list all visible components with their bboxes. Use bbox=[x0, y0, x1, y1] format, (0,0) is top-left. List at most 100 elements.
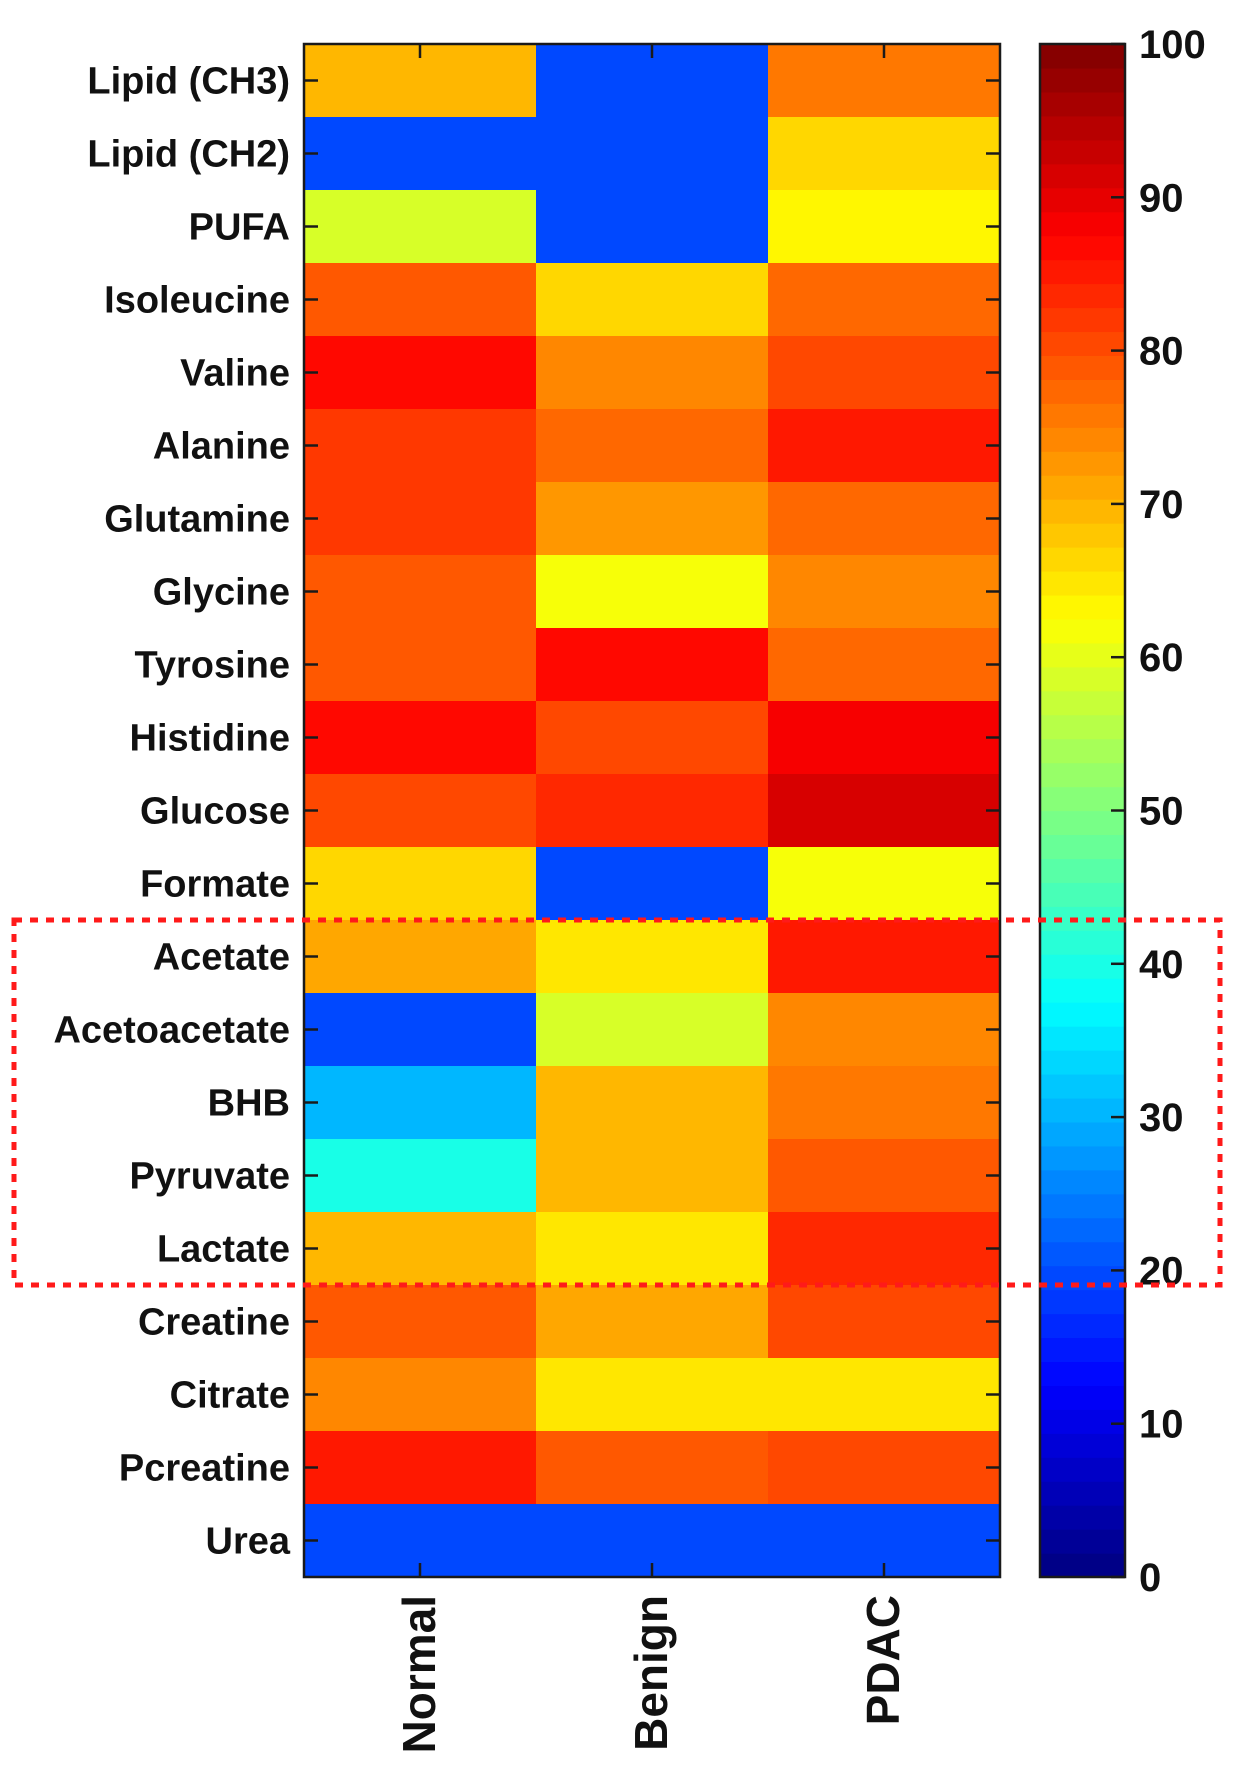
colorbar-segment bbox=[1040, 1313, 1125, 1339]
colorbar-segment bbox=[1040, 1433, 1125, 1458]
colorbar-segment bbox=[1040, 1169, 1125, 1195]
colorbar-segment bbox=[1040, 1193, 1125, 1219]
colorbar-segment bbox=[1040, 834, 1125, 859]
colorbar-segment bbox=[1040, 499, 1125, 524]
cell-isoleucine-benign bbox=[536, 263, 769, 337]
colorbar-tick-label: 30 bbox=[1139, 1096, 1184, 1140]
row-label-lipid-ch2: Lipid (CH2) bbox=[87, 134, 290, 176]
cell-acetate-normal bbox=[304, 920, 537, 994]
colorbar-segment bbox=[1040, 307, 1125, 333]
row-label-acetoacetate: Acetoacetate bbox=[53, 1010, 290, 1052]
cell-tyrosine-benign bbox=[536, 628, 769, 702]
row-label-urea: Urea bbox=[206, 1521, 291, 1563]
row-label-pufa: PUFA bbox=[189, 207, 290, 249]
colorbar-tick-label: 0 bbox=[1139, 1556, 1161, 1600]
cell-pyruvate-pdac bbox=[768, 1139, 1001, 1213]
tick-marks bbox=[304, 42, 1125, 1579]
cell-lactate-normal bbox=[304, 1212, 537, 1286]
cell-tyrosine-normal bbox=[304, 628, 537, 702]
cell-acetoacetate-pdac bbox=[768, 993, 1001, 1067]
colorbar-segment bbox=[1040, 666, 1125, 692]
colorbar-segment bbox=[1040, 882, 1125, 907]
row-label-citrate: Citrate bbox=[170, 1375, 290, 1417]
colorbar-segment bbox=[1040, 1145, 1125, 1171]
colorbar-segment bbox=[1040, 1289, 1125, 1315]
cell-glucose-pdac bbox=[768, 774, 1001, 848]
colorbar-segment bbox=[1040, 1337, 1125, 1363]
cell-lipid-ch2-normal bbox=[304, 117, 537, 191]
colorbar-segment bbox=[1040, 690, 1125, 716]
colorbar-segment bbox=[1040, 1026, 1125, 1051]
colorbar-segment bbox=[1040, 1121, 1125, 1147]
row-label-isoleucine: Isoleucine bbox=[104, 280, 290, 322]
colorbar-segment bbox=[1040, 1073, 1125, 1099]
colorbar-segment bbox=[1040, 547, 1125, 572]
cell-acetoacetate-benign bbox=[536, 993, 769, 1067]
cell-formate-normal bbox=[304, 847, 537, 921]
colorbar-segment bbox=[1040, 1097, 1125, 1123]
row-label-histidine: Histidine bbox=[130, 718, 290, 760]
colorbar-segment bbox=[1040, 642, 1125, 668]
colorbar-segment bbox=[1040, 978, 1125, 1003]
cell-valine-benign bbox=[536, 336, 769, 410]
cell-pyruvate-benign bbox=[536, 1139, 769, 1213]
colorbar-segment bbox=[1040, 44, 1125, 69]
cell-glycine-benign bbox=[536, 555, 769, 629]
colorbar-segment bbox=[1040, 139, 1125, 165]
colorbar-segment bbox=[1040, 738, 1125, 764]
colorbar-segment bbox=[1040, 1241, 1125, 1267]
row-label-valine: Valine bbox=[180, 353, 290, 395]
row-label-pyruvate: Pyruvate bbox=[129, 1156, 290, 1198]
cell-pufa-benign bbox=[536, 190, 769, 264]
row-label-acetate: Acetate bbox=[153, 937, 290, 979]
cell-creatine-benign bbox=[536, 1285, 769, 1359]
colorbar-segment bbox=[1040, 1553, 1125, 1578]
colorbar-segment bbox=[1040, 618, 1125, 644]
row-label-formate: Formate bbox=[140, 864, 290, 906]
row-label-alanine: Alanine bbox=[153, 426, 290, 468]
cell-glutamine-normal bbox=[304, 482, 537, 556]
cell-formate-benign bbox=[536, 847, 769, 921]
cell-isoleucine-pdac bbox=[768, 263, 1001, 337]
colorbar-segment bbox=[1040, 570, 1125, 596]
colorbar-segment bbox=[1040, 1361, 1125, 1386]
cell-creatine-normal bbox=[304, 1285, 537, 1359]
cell-pcreatine-pdac bbox=[768, 1431, 1001, 1505]
colorbar-segment bbox=[1040, 523, 1125, 548]
cell-citrate-normal bbox=[304, 1358, 537, 1432]
colorbar-segment bbox=[1040, 858, 1125, 883]
row-label-glucose: Glucose bbox=[140, 791, 290, 833]
colorbar-tick-label: 40 bbox=[1139, 943, 1184, 987]
cell-valine-normal bbox=[304, 336, 537, 410]
cell-bhb-pdac bbox=[768, 1066, 1001, 1140]
cell-glucose-benign bbox=[536, 774, 769, 848]
colorbar-segment bbox=[1040, 403, 1125, 428]
cell-glycine-pdac bbox=[768, 555, 1001, 629]
colorbar-segment bbox=[1040, 1050, 1125, 1075]
colorbar-segment bbox=[1040, 810, 1125, 836]
cell-lactate-pdac bbox=[768, 1212, 1001, 1286]
colorbar-segment bbox=[1040, 235, 1125, 261]
cell-bhb-benign bbox=[536, 1066, 769, 1140]
cell-acetate-pdac bbox=[768, 920, 1001, 994]
cell-acetoacetate-normal bbox=[304, 993, 537, 1067]
cell-glucose-normal bbox=[304, 774, 537, 848]
cell-histidine-pdac bbox=[768, 701, 1001, 775]
colorbar-segment bbox=[1040, 427, 1125, 452]
row-label-glutamine: Glutamine bbox=[104, 499, 290, 541]
cell-histidine-benign bbox=[536, 701, 769, 775]
cell-acetate-benign bbox=[536, 920, 769, 994]
cell-alanine-normal bbox=[304, 409, 537, 483]
colorbar-segment bbox=[1040, 762, 1125, 788]
cell-pyruvate-normal bbox=[304, 1139, 537, 1213]
colorbar-tick-label: 70 bbox=[1139, 483, 1184, 527]
colorbar-tick-label: 50 bbox=[1139, 790, 1184, 834]
cell-pufa-pdac bbox=[768, 190, 1001, 264]
cell-glutamine-pdac bbox=[768, 482, 1001, 556]
row-label-tyrosine: Tyrosine bbox=[134, 645, 290, 687]
row-label-lactate: Lactate bbox=[157, 1229, 290, 1271]
colorbar-segment bbox=[1040, 1505, 1125, 1530]
colorbar-segment bbox=[1040, 283, 1125, 309]
colorbar-segment bbox=[1040, 1457, 1125, 1482]
colorbar-segment bbox=[1040, 211, 1125, 237]
